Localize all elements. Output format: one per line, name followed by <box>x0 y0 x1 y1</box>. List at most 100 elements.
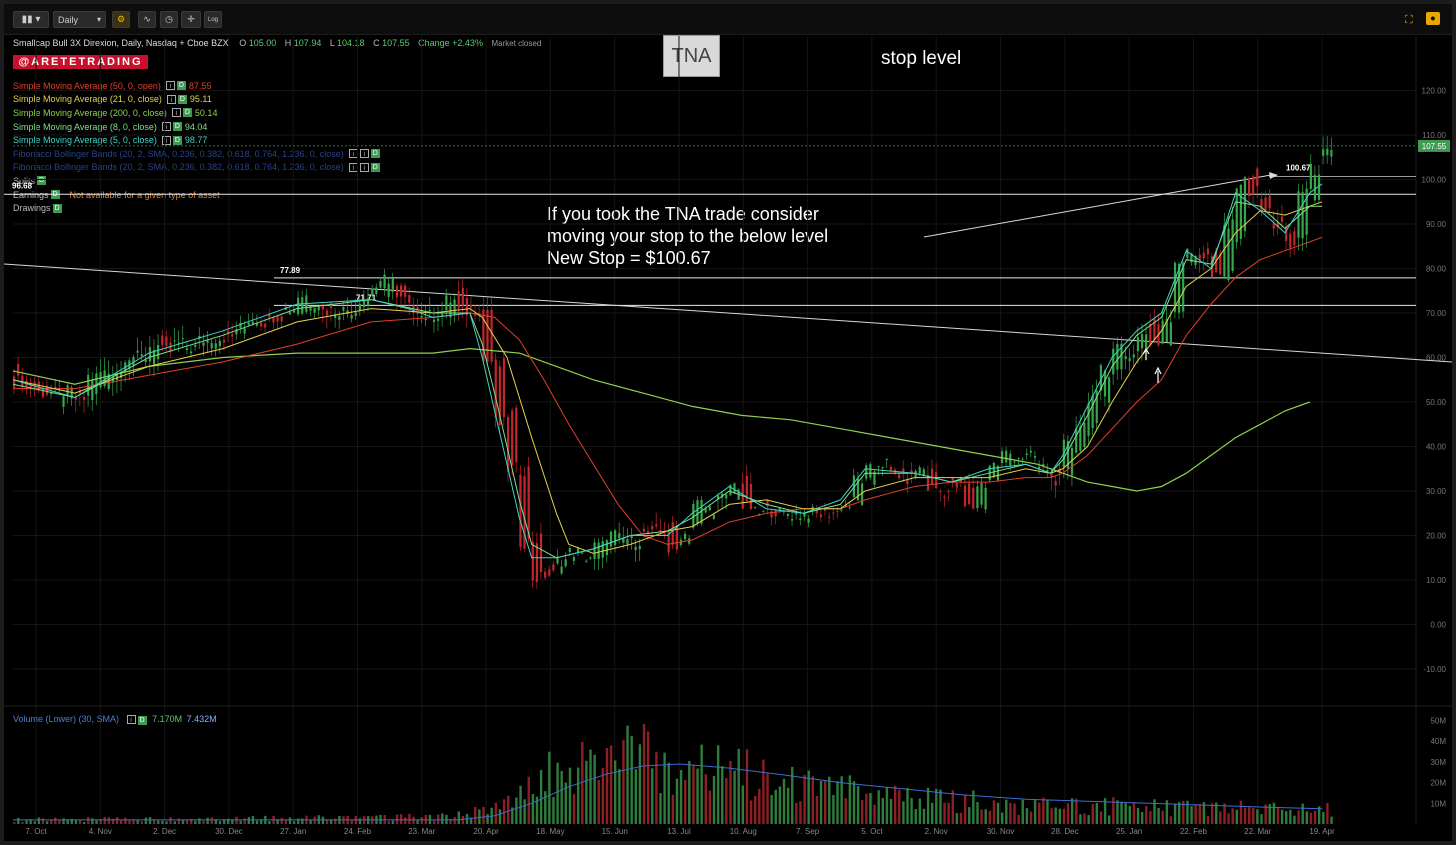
volume-bar <box>1001 812 1004 824</box>
volume-bar <box>115 817 119 824</box>
price-tick-label: 50.00 <box>1426 398 1447 407</box>
candle-body <box>1317 174 1321 200</box>
volume-bar <box>29 819 32 824</box>
candle-body <box>235 329 238 335</box>
candle-body <box>605 540 608 556</box>
candle-body <box>449 302 452 318</box>
candle-body <box>140 354 143 357</box>
volume-bar <box>231 819 234 824</box>
clock-button[interactable]: ◷ <box>160 11 178 28</box>
volume-bar <box>498 809 502 824</box>
fullscreen-icon[interactable]: ⛶ <box>1405 14 1413 26</box>
visibility-icon[interactable]: D <box>177 94 187 104</box>
candle-body <box>457 291 460 309</box>
x-tick-label: 28. Dec <box>1051 827 1079 836</box>
candle-body <box>544 571 547 578</box>
volume-bar <box>507 795 510 824</box>
candle-body <box>50 393 53 395</box>
volume-bar <box>745 749 749 824</box>
volume-bar <box>1140 812 1144 824</box>
open-value: 105.00 <box>248 38 277 48</box>
volume-bar <box>1194 804 1197 824</box>
volume-bar <box>214 819 218 824</box>
log-scale-button[interactable]: Log <box>204 11 222 28</box>
x-tick-label: 22. Mar <box>1244 827 1271 836</box>
volume-bar <box>593 754 596 824</box>
study-legend-item[interactable]: Simple Moving Average (200, 0, close) i D 5… <box>13 106 380 120</box>
candle-body <box>758 513 761 515</box>
candle-body <box>902 468 905 473</box>
visibility-icon[interactable]: D <box>137 716 147 725</box>
info-icon[interactable]: i <box>126 715 136 724</box>
study-legend-item[interactable]: Simple Moving Average (8, 0, close) i D 94.… <box>13 120 380 134</box>
candle-body <box>646 531 650 535</box>
camera-icon[interactable]: ● <box>1426 12 1440 25</box>
visibility-icon[interactable]: D <box>370 149 380 159</box>
info-icon[interactable]: i <box>166 94 176 104</box>
candle-body <box>29 382 32 389</box>
volume-bar <box>1083 813 1086 824</box>
candle-body <box>1322 149 1325 156</box>
candle-body <box>469 304 473 308</box>
visibility-icon[interactable]: D <box>52 203 62 213</box>
volume-bar <box>1293 815 1296 824</box>
settings-icon[interactable]: i <box>359 162 369 172</box>
volume-bar <box>585 760 588 824</box>
candle-body <box>642 528 646 532</box>
candle-body <box>432 319 436 323</box>
volume-bar <box>1280 809 1284 824</box>
x-tick-label: 24. Feb <box>344 827 372 836</box>
candle-body <box>1219 253 1222 275</box>
sma50-line <box>13 236 1323 545</box>
volume-bar <box>634 769 637 824</box>
settings-button[interactable]: ⚙ <box>112 11 130 28</box>
visibility-icon[interactable]: D <box>182 108 192 118</box>
volume-bar <box>132 819 135 824</box>
study-legend-item[interactable]: Simple Moving Average (50, 0, open) i D 87.… <box>13 79 380 93</box>
volume-bar <box>807 770 810 824</box>
volume-bar <box>1276 807 1280 824</box>
candle-body <box>1206 248 1209 255</box>
price-tick-label: -10.00 <box>1423 665 1446 674</box>
study-label: Drawings <box>13 203 51 214</box>
candle-body <box>572 556 576 561</box>
study-legend-item[interactable]: Simple Moving Average (21, 0, close) i D 95… <box>13 93 380 107</box>
candle-body <box>264 323 267 328</box>
volume-bar <box>276 819 279 824</box>
volume-bar <box>552 796 555 824</box>
volume-bar <box>947 802 950 824</box>
visibility-icon[interactable]: D <box>370 162 380 172</box>
interval-select[interactable]: Daily ▾ <box>53 11 106 28</box>
visibility-icon[interactable]: D <box>176 81 186 91</box>
candle-body <box>712 514 715 519</box>
info-icon[interactable]: i <box>161 135 171 145</box>
candle-body <box>626 539 629 545</box>
chart-type-button[interactable]: ▮▮ ▾ <box>13 11 49 28</box>
info-icon[interactable]: i <box>161 122 171 132</box>
study-legend-item[interactable]: Simple Moving Average (5, 0, close) i D 98.… <box>13 133 380 147</box>
info-icon[interactable]: i <box>171 108 181 118</box>
price-chart[interactable]: 120.00 110.00 100.00 90.00 80.00 70.00 60.00 50… <box>4 4 1452 841</box>
studies-button[interactable]: ∿ <box>138 11 156 28</box>
volume-bar <box>260 819 263 824</box>
candle-body <box>416 306 419 315</box>
candle-body <box>1198 254 1201 261</box>
info-icon[interactable]: i <box>165 81 175 91</box>
volume-bar <box>531 794 535 824</box>
level-label: 77.89 <box>280 266 301 275</box>
x-tick-label: 5. Oct <box>861 827 883 836</box>
study-legend-item[interactable]: Drawings D <box>13 201 380 215</box>
visibility-icon[interactable]: D <box>172 122 182 132</box>
settings-icon[interactable]: i <box>359 149 369 159</box>
candle-body <box>663 533 666 536</box>
drawing-tools-button[interactable]: ✛ <box>181 11 201 28</box>
price-tick-label: 100.00 <box>1422 176 1447 185</box>
volume-bar <box>404 817 407 824</box>
candle-body <box>873 471 876 485</box>
volume-bar <box>984 809 987 824</box>
visibility-icon[interactable]: D <box>37 176 47 186</box>
candle-body <box>1038 466 1041 469</box>
study-legend-item[interactable]: Splits D <box>13 174 380 188</box>
visibility-icon[interactable]: D <box>172 135 182 145</box>
volume-bar <box>992 800 996 824</box>
